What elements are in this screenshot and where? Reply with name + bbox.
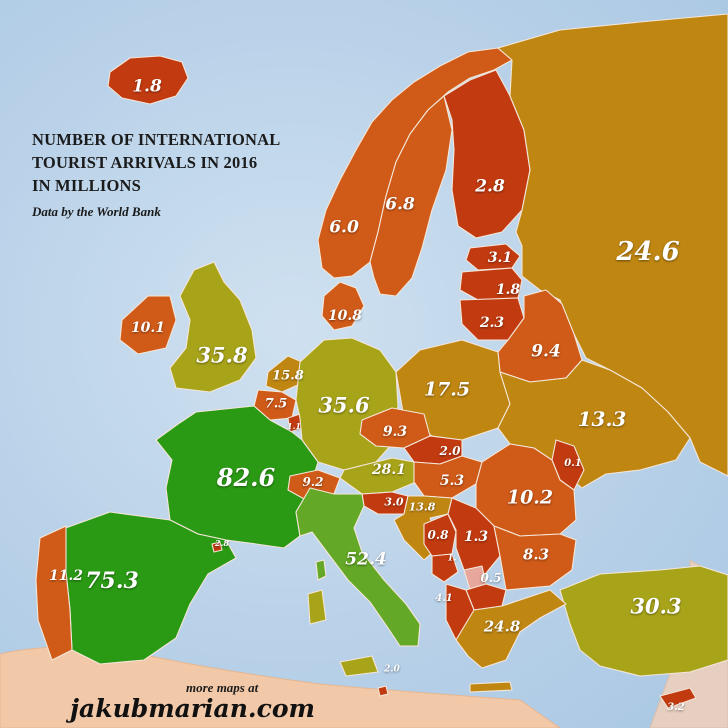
sicily-island bbox=[339, 655, 379, 677]
label-uk: 35.8 bbox=[196, 342, 248, 368]
label-denmark: 10.8 bbox=[327, 308, 363, 324]
label-france: 82.6 bbox=[216, 463, 276, 492]
label-netherlands: 15.8 bbox=[272, 368, 304, 384]
title-line-1: NUMBER OF INTERNATIONAL bbox=[32, 130, 281, 149]
map-subtitle: Data by the World Bank bbox=[32, 204, 161, 219]
label-bulgaria: 8.3 bbox=[522, 545, 550, 564]
label-ukraine: 13.3 bbox=[577, 407, 627, 431]
label-russia: 24.6 bbox=[616, 237, 680, 267]
country-finland bbox=[443, 69, 531, 239]
country-portugal bbox=[35, 525, 73, 661]
label-switzerland: 9.2 bbox=[302, 475, 324, 489]
label-slovakia: 2.0 bbox=[439, 444, 461, 458]
label-bosnia: 0.8 bbox=[427, 528, 449, 542]
country-france bbox=[155, 405, 319, 549]
title-line-2: TOURIST ARRIVALS IN 2016 bbox=[32, 153, 258, 172]
label-greece: 24.8 bbox=[483, 617, 521, 636]
label-ireland: 10.1 bbox=[130, 320, 166, 336]
label-moldova: 0.1 bbox=[564, 458, 582, 469]
sardinia-island bbox=[307, 589, 327, 625]
countries-layer bbox=[35, 13, 728, 709]
crete-island bbox=[469, 681, 513, 693]
label-croatia: 13.8 bbox=[408, 500, 436, 514]
label-belgium: 7.5 bbox=[264, 396, 288, 412]
label-czechia: 9.3 bbox=[382, 424, 408, 440]
corsica-island bbox=[315, 559, 327, 581]
label-portugal: 11.2 bbox=[48, 568, 84, 584]
country-uk bbox=[169, 261, 257, 393]
label-malta: 2.0 bbox=[384, 664, 400, 675]
label-serbia: 1.3 bbox=[463, 529, 489, 545]
label-andorra: 2.8 bbox=[215, 538, 229, 548]
label-latvia: 1.8 bbox=[495, 282, 521, 298]
country-denmark bbox=[321, 281, 365, 331]
label-slovenia: 3.0 bbox=[384, 495, 404, 509]
label-montenegro: 1. bbox=[447, 553, 457, 564]
label-turkey: 30.3 bbox=[630, 593, 682, 619]
label-lithuania: 2.3 bbox=[479, 315, 505, 331]
country-italy bbox=[295, 487, 421, 647]
more-maps-text: more maps at bbox=[186, 680, 259, 695]
country-turkey bbox=[559, 565, 728, 677]
country-greece bbox=[455, 589, 567, 669]
label-belarus: 9.4 bbox=[531, 341, 561, 362]
label-finland: 2.8 bbox=[475, 176, 505, 197]
country-bulgaria bbox=[493, 525, 577, 591]
label-austria: 28.1 bbox=[371, 462, 407, 478]
label-germany: 35.6 bbox=[318, 392, 370, 418]
label-italy: 52.4 bbox=[345, 549, 387, 570]
country-andorra bbox=[211, 541, 223, 553]
label-norway: 6.0 bbox=[329, 217, 359, 238]
label-spain: 75.3 bbox=[85, 568, 139, 594]
title-line-3: IN MILLIONS bbox=[32, 176, 142, 195]
label-hungary: 5.3 bbox=[439, 473, 465, 489]
country-malta bbox=[377, 685, 389, 697]
label-macedonia: 0.5 bbox=[480, 571, 502, 585]
site-link[interactable]: jakubmarian.com bbox=[70, 694, 315, 723]
country-ireland bbox=[119, 295, 177, 355]
label-luxembourg: 1.1 bbox=[287, 421, 301, 431]
label-romania: 10.2 bbox=[506, 486, 554, 509]
label-albania: 4.1 bbox=[435, 593, 453, 604]
map-title: NUMBER OF INTERNATIONAL TOURIST ARRIVALS… bbox=[32, 128, 332, 197]
label-cyprus: 3.2 bbox=[667, 702, 685, 713]
country-cyprus bbox=[659, 687, 697, 709]
country-sweden bbox=[369, 95, 453, 297]
country-montenegro bbox=[431, 553, 459, 583]
label-estonia: 3.1 bbox=[487, 250, 513, 266]
label-sweden: 6.8 bbox=[385, 194, 415, 215]
label-poland: 17.5 bbox=[423, 378, 471, 401]
label-iceland: 1.8 bbox=[132, 76, 162, 97]
country-iceland bbox=[107, 55, 189, 105]
